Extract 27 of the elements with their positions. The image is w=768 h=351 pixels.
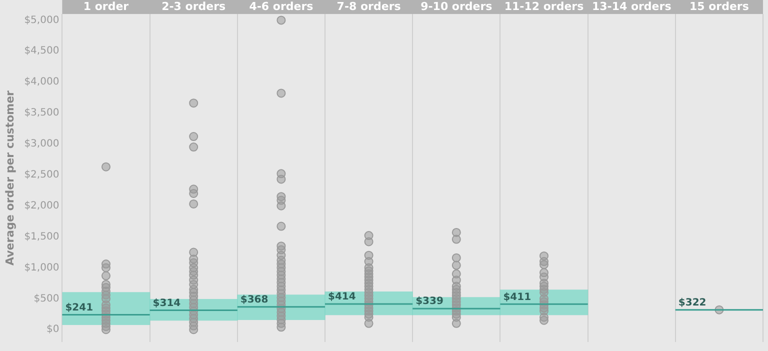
x-tick-label: 7-8 orders xyxy=(336,0,402,13)
annotation: $322 xyxy=(678,297,706,308)
x-tick-label: 13-14 orders xyxy=(592,0,672,13)
y-axis-title: Average order per customer xyxy=(3,90,16,266)
annotation: $314 xyxy=(152,298,181,309)
y-tick-label: $500 xyxy=(34,293,60,304)
x-tick-label: 9-10 orders xyxy=(420,0,493,13)
x-tick-label: 11-12 orders xyxy=(504,0,584,13)
y-tick-label: $2,500 xyxy=(24,170,60,180)
y-tick-label: $4,500 xyxy=(24,46,60,57)
y-tick-label: $5,000 xyxy=(24,14,60,26)
y-tick-label: $1,000 xyxy=(24,262,60,274)
y-tick-label: $4,000 xyxy=(24,76,60,88)
annotation: $339 xyxy=(416,296,444,308)
annotation: $411 xyxy=(503,292,532,303)
annotation: $368 xyxy=(240,294,268,306)
y-tick-label: $3,000 xyxy=(24,138,60,150)
y-tick-label: $1,500 xyxy=(24,231,60,242)
x-tick-label: 2-3 orders xyxy=(162,0,226,13)
x-tick-label: 4-6 orders xyxy=(249,0,314,13)
y-tick-label: $3,500 xyxy=(24,108,60,119)
y-tick-label: $0 xyxy=(46,324,60,336)
annotation: $241 xyxy=(65,302,94,314)
y-tick-label: $2,000 xyxy=(24,200,60,212)
x-tick-label: 1 order xyxy=(83,0,130,13)
x-tick-label: 15 orders xyxy=(689,0,750,13)
annotation: $414 xyxy=(328,292,356,303)
